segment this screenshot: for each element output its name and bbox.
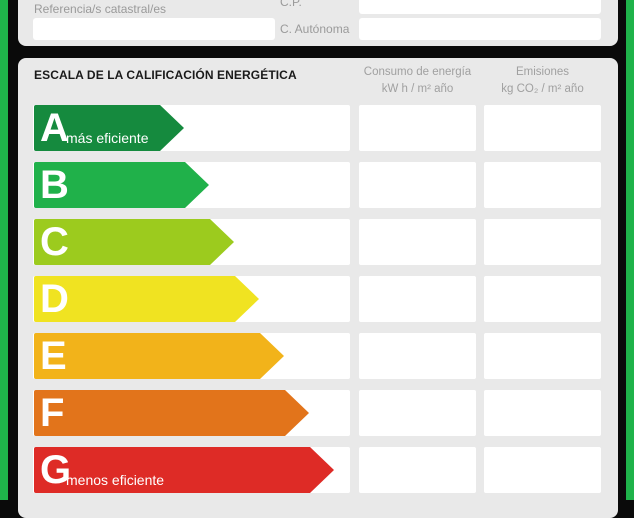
rating-arrow-c: C: [34, 219, 234, 265]
cp-field[interactable]: [359, 0, 601, 14]
emisiones-header-line1: Emisiones: [515, 66, 570, 78]
rating-letter: A: [40, 106, 69, 150]
consumo-header-line2: kW h / m² año: [381, 83, 454, 95]
rating-letter: G: [40, 448, 72, 492]
rating-letter: E: [40, 334, 67, 378]
consumo-column-header: Consumo de energía kW h / m² año: [359, 64, 476, 98]
referencia-catastral-label: Referencia/s catastral/es: [34, 2, 167, 16]
consumo-header-line1: Consumo de energía: [363, 66, 472, 78]
emisiones-cell-a[interactable]: [484, 105, 601, 151]
emisiones-cell-b[interactable]: [484, 162, 601, 208]
emisiones-header-line2: kg CO₂ / m² año: [501, 83, 584, 95]
consumo-cell-c[interactable]: [359, 219, 476, 265]
rating-letter: B: [40, 163, 69, 207]
emisiones-cell-d[interactable]: [484, 276, 601, 322]
consumo-cell-g[interactable]: [359, 447, 476, 493]
rating-letter: F: [40, 391, 65, 435]
rating-letter: C: [40, 220, 69, 264]
emisiones-cell-f[interactable]: [484, 390, 601, 436]
comunidad-autonoma-field[interactable]: [359, 18, 601, 40]
scale-heading: ESCALA DE LA CALIFICACIÓN ENERGÉTICA: [34, 68, 297, 82]
consumo-cell-a[interactable]: [359, 105, 476, 151]
comunidad-autonoma-label: C. Autónoma: [280, 22, 350, 36]
rating-arrow-f: F: [34, 390, 309, 436]
emisiones-column-header: Emisiones kg CO₂ / m² año: [484, 64, 601, 98]
rating-letter: D: [40, 277, 69, 321]
consumo-cell-e[interactable]: [359, 333, 476, 379]
emisiones-cell-e[interactable]: [484, 333, 601, 379]
emisiones-cell-g[interactable]: [484, 447, 601, 493]
referencia-catastral-field[interactable]: [33, 18, 275, 40]
rating-arrow-b: B: [34, 162, 209, 208]
rating-sublabel: menos eficiente: [66, 472, 165, 488]
cp-label: C.P.: [280, 0, 302, 9]
rating-arrow-e: E: [34, 333, 284, 379]
emisiones-cell-c[interactable]: [484, 219, 601, 265]
consumo-cell-f[interactable]: [359, 390, 476, 436]
consumo-cell-b[interactable]: [359, 162, 476, 208]
rating-arrow-d: D: [34, 276, 259, 322]
consumo-cell-d[interactable]: [359, 276, 476, 322]
rating-sublabel: más eficiente: [66, 130, 149, 146]
